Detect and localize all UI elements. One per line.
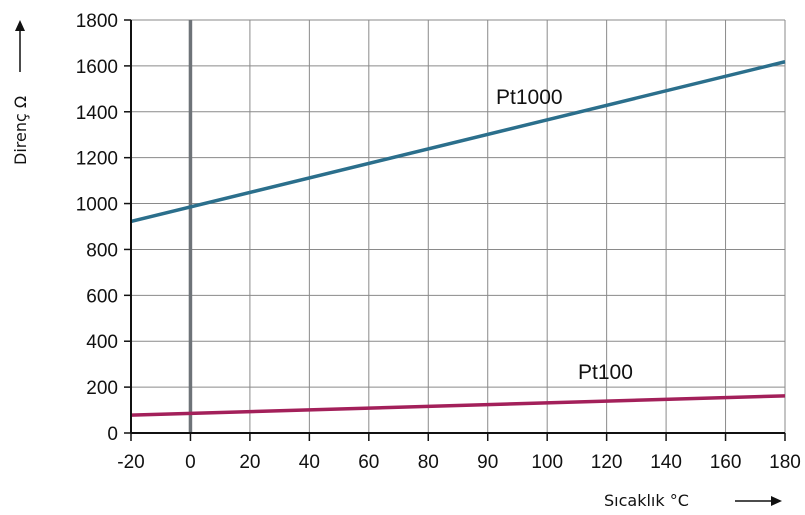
y-axis-arrow-icon [15,20,25,72]
y-axis-title: Direnç Ω [11,96,30,165]
y-tick-label: 1000 [76,195,118,216]
y-tick-label: 1800 [76,11,118,32]
y-tick-label: 200 [86,378,118,399]
x-tick-label: 100 [531,452,563,473]
x-tick-label: 120 [591,452,623,473]
tick-labels: 0 200 400 600 800 1000 1200 1400 1600 1800 -20 0 20 4… [76,11,801,473]
series-lines [130,60,786,417]
x-tick-label: -20 [117,452,144,473]
series-line-pt100 [130,394,786,417]
y-tick-label: 1600 [76,57,118,78]
x-axis-title: Sıcaklık °C [604,491,689,510]
y-tick-label: 0 [107,424,118,445]
x-tick-label: 90 [477,452,498,473]
x-tick-label: 60 [358,452,379,473]
series-line-pt1000 [130,60,786,224]
x-tick-label: 160 [710,452,742,473]
y-tick-label: 600 [86,286,118,307]
y-tick-label: 800 [86,240,118,261]
x-tick-label: 140 [650,452,682,473]
x-tick-label: 80 [418,452,439,473]
y-tick-label: 400 [86,332,118,353]
x-tick-label: 40 [299,452,320,473]
series-label-pt1000: Pt1000 [496,86,563,109]
x-tick-label: 20 [239,452,260,473]
series-label-pt100: Pt100 [578,361,633,384]
y-tick-label: 1200 [76,149,118,170]
grid [130,19,786,434]
x-tick-label: 0 [185,452,196,473]
y-tick-label: 1400 [76,103,118,124]
axes [124,19,786,441]
x-axis-arrow-icon [735,496,782,506]
x-tick-label: 180 [769,452,801,473]
